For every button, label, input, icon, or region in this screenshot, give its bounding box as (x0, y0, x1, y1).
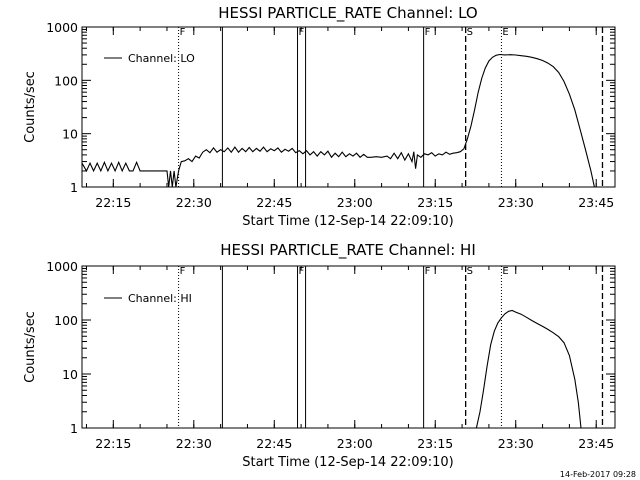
y-tick-label: 10 (62, 367, 78, 382)
x-tick-label: 22:45 (256, 195, 292, 210)
x-tick-label: 22:15 (95, 195, 131, 210)
plot-frame (81, 26, 616, 188)
plot-frame (81, 265, 616, 429)
axis-ticks: 22:15 22:30 22:45 23:00 23:15 23:30 23:45 1 10 10… (46, 20, 615, 210)
plot-area: HESSI PARTICLE_RATE Channel: LO F F F S E 22… (23, 4, 616, 229)
x-tick-label: 22:15 (95, 436, 131, 451)
y-axis-label: Counts/sec (23, 311, 38, 383)
event-marker-label: F (425, 266, 431, 277)
x-tick-label: 23:45 (578, 436, 614, 451)
x-axis-label: Start Time (12-Sep-14 22:09:10) (242, 455, 453, 470)
x-axis-label: Start Time (12-Sep-14 22:09:10) (242, 214, 453, 229)
legend-label: Channel: HI (128, 292, 192, 305)
y-tick-label: 1 (70, 421, 78, 436)
axis-ticks: 22:15 22:30 22:45 23:00 23:15 23:30 23:45 1 10 10… (46, 259, 615, 451)
event-marker-label: S (467, 266, 473, 277)
y-tick-label: 100 (54, 313, 78, 328)
generated-timestamp: 14-Feb-2017 09:28 (560, 470, 636, 479)
y-tick-label: 100 (54, 73, 78, 88)
y-axis-label: Counts/sec (23, 71, 38, 143)
x-tick-label: 23:15 (417, 436, 453, 451)
x-tick-label: 23:45 (578, 195, 614, 210)
y-tick-label: 1000 (46, 259, 78, 274)
legend: Channel: LO (104, 52, 195, 65)
x-tick-label: 23:15 (417, 195, 453, 210)
y-tick-label: 1 (70, 180, 78, 195)
panel-hi: HESSI PARTICLE_RATE Channel: HI F F F S E 22… (23, 241, 616, 470)
x-tick-label: 23:00 (337, 195, 373, 210)
plot-area: HESSI PARTICLE_RATE Channel: HI F F F S E 22… (23, 241, 616, 470)
event-marker-label: E (502, 266, 508, 277)
panel-lo: HESSI PARTICLE_RATE Channel: LO F F F S E 22… (23, 4, 616, 229)
legend-label: Channel: LO (128, 52, 195, 65)
x-tick-label: 22:30 (176, 436, 212, 451)
legend: Channel: HI (104, 292, 192, 305)
x-tick-label: 23:00 (337, 436, 373, 451)
series-line-hi (475, 309, 582, 429)
x-tick-label: 22:30 (176, 195, 212, 210)
event-marker-label: F (425, 27, 431, 38)
x-tick-label: 22:45 (256, 436, 292, 451)
y-tick-label: 10 (62, 127, 78, 142)
x-tick-label: 23:30 (498, 195, 534, 210)
event-marker-label: F (299, 27, 305, 38)
event-marker-label: F (180, 27, 186, 38)
x-tick-label: 23:30 (498, 436, 534, 451)
chart-title: HESSI PARTICLE_RATE Channel: LO (218, 4, 477, 23)
event-marker-label: E (502, 27, 508, 38)
chart-title: HESSI PARTICLE_RATE Channel: HI (220, 241, 476, 260)
event-marker-label: F (180, 266, 186, 277)
event-marker-label: S (467, 27, 473, 38)
series-line-lo (81, 53, 595, 188)
y-tick-label: 1000 (46, 20, 78, 35)
event-marker-label: F (299, 266, 305, 277)
